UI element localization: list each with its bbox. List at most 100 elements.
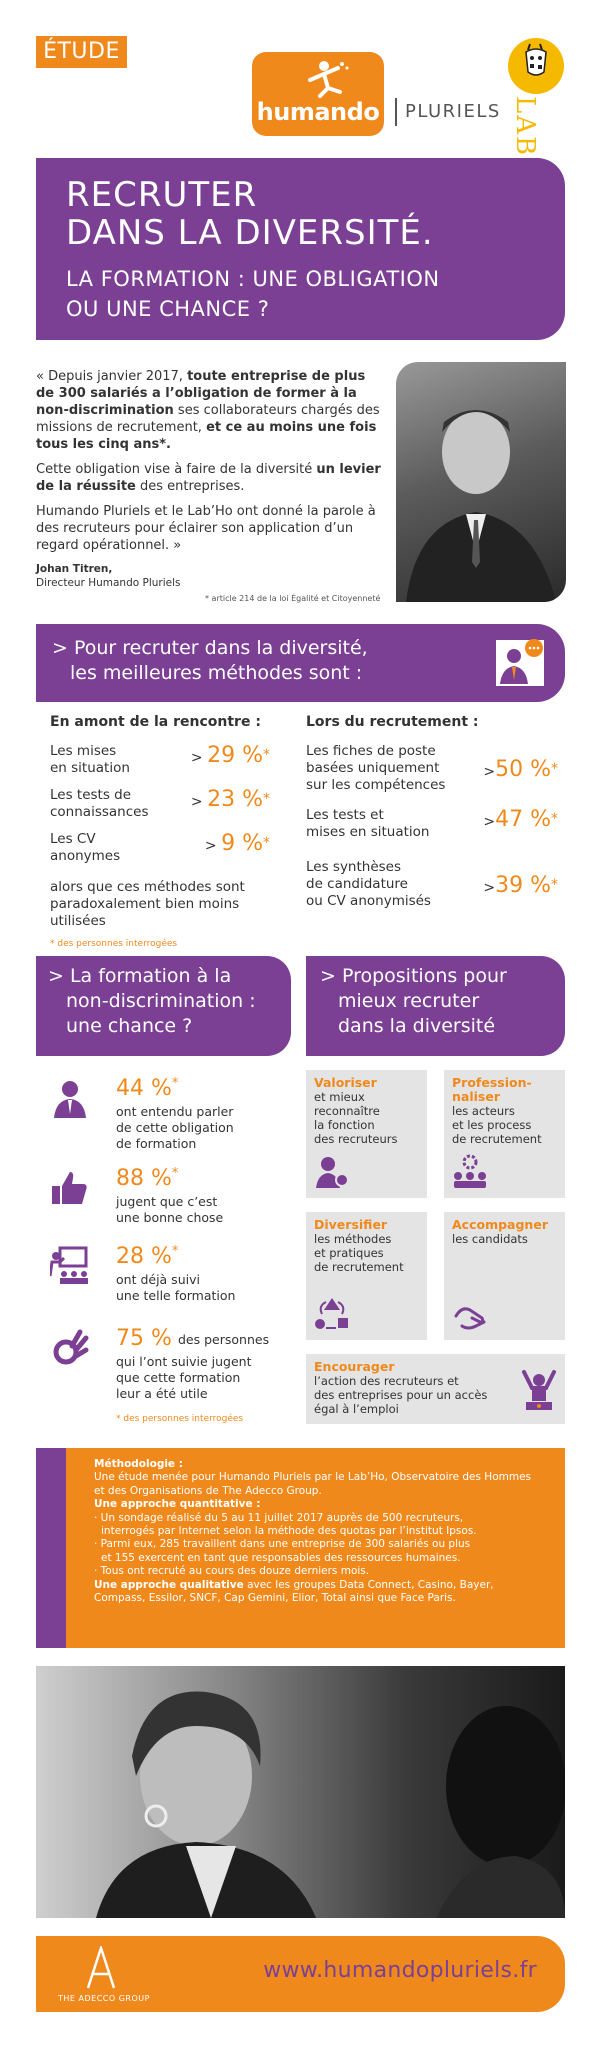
proposal-heading: naliser bbox=[452, 1089, 500, 1104]
training-class-icon bbox=[50, 1246, 88, 1284]
stat-line: de formation bbox=[116, 1136, 197, 1151]
humando-logo[interactable]: humando bbox=[252, 52, 384, 136]
method-row: Les fiches de poste basées uniquement sur … bbox=[306, 743, 558, 807]
subtitle-line-1: LA FORMATION : UNE OBLIGATION bbox=[66, 267, 440, 291]
methods-title-line-2: les meilleures méthodes sont : bbox=[70, 662, 363, 684]
hero-banner: RECRUTER DANS LA DIVERSITÉ. LA FORMATION… bbox=[36, 158, 565, 340]
methodology-subtitle: Une approche qualitative bbox=[94, 1578, 244, 1591]
proposal-line: de recrutement bbox=[314, 1260, 404, 1274]
method-label: Les mises bbox=[50, 743, 117, 759]
method-value-star: * bbox=[263, 791, 270, 807]
method-value-number: 39 % bbox=[495, 873, 551, 898]
formation-banner: > La formation à la non-discrimination :… bbox=[36, 956, 291, 1056]
proposal-heading: Accompagner bbox=[452, 1217, 548, 1232]
stat-line: que cette formation bbox=[116, 1370, 241, 1385]
stat-text: jugent que c’est une bonne chose bbox=[116, 1194, 286, 1226]
website-link[interactable]: www.humandopluriels.fr bbox=[263, 1958, 537, 1983]
method-value-number: 29 % bbox=[207, 743, 263, 768]
ok-hand-icon bbox=[53, 1329, 89, 1365]
method-value-star: * bbox=[551, 877, 558, 893]
director-quote: « Depuis janvier 2017, toute entreprise … bbox=[36, 368, 384, 590]
quote-text: des entreprises. bbox=[135, 479, 245, 494]
proposal-line: de recrutement bbox=[452, 1132, 542, 1146]
director-portrait bbox=[396, 362, 566, 602]
proposal-card-valoriser: Valoriser et mieux reconnaître la fonction… bbox=[306, 1070, 427, 1198]
humando-wordmark: humando bbox=[256, 98, 380, 126]
quote-emphasis: et ce au moins une fois tous les cinq an… bbox=[36, 420, 377, 452]
formation-title-line-3: une chance ? bbox=[66, 1015, 193, 1037]
during-recruitment-heading: Lors du recrutement : bbox=[306, 714, 479, 730]
quote-author: Johan Titren, bbox=[36, 563, 113, 575]
women-smiling-photo bbox=[36, 1666, 565, 1918]
method-row: Les mises en situation > 29 %* bbox=[50, 743, 270, 787]
methodology-line: avec les groupes Data Connect, Casino, B… bbox=[243, 1578, 494, 1591]
etude-tag: ÉTUDE bbox=[36, 36, 127, 68]
method-value-number: 9 % bbox=[221, 831, 263, 856]
methodology-line: · Un sondage réalisé du 5 au 11 juillet … bbox=[94, 1511, 464, 1524]
methodology-line: Compass, Essilor, SNCF, Cap Gemini, Elio… bbox=[94, 1592, 456, 1605]
stat-value-number: 28 % bbox=[116, 1244, 172, 1269]
proposal-card-diversifier: Diversifier les méthodes et pratiques de r… bbox=[306, 1212, 427, 1340]
man-portrait-icon bbox=[406, 410, 556, 602]
proposal-card-accompagner: Accompagner les candidats bbox=[444, 1212, 565, 1340]
cheering-person-icon bbox=[522, 1370, 556, 1410]
proposal-line: la fonction bbox=[314, 1118, 375, 1132]
stat-text: ont entendu parler de cette obligation de … bbox=[116, 1104, 286, 1152]
quote-emphasis: un levier de la réussite bbox=[36, 462, 381, 494]
proposal-line: les acteurs bbox=[452, 1104, 515, 1118]
footer-banner: THE ADECCO GROUP www.humandopluriels.fr bbox=[36, 1936, 565, 2012]
method-label: connaissances bbox=[50, 804, 149, 820]
methodology-subtitle: Une approche quantitative : bbox=[94, 1498, 261, 1511]
method-label: sur les compétences bbox=[306, 777, 446, 793]
page-subtitle: LA FORMATION : UNE OBLIGATION OU UNE CHA… bbox=[66, 264, 440, 324]
methodology-line: Une étude menée pour Humando Pluriels pa… bbox=[94, 1471, 532, 1484]
stat-value-number: 88 % bbox=[116, 1166, 172, 1191]
shapes-cycle-icon bbox=[315, 1298, 348, 1329]
method-value-star: * bbox=[551, 811, 558, 827]
method-row: Les tests et mises en situation >47 %* bbox=[306, 807, 558, 859]
quote-text: ses collaborateurs chargés des missions … bbox=[36, 403, 380, 435]
methodology-line: et 155 exercent en tant que responsables… bbox=[101, 1551, 461, 1564]
method-row: Les CV anonymes > 9 %* bbox=[50, 831, 270, 875]
proposal-line: des entreprises pour un accès bbox=[314, 1388, 488, 1402]
method-label: Les tests et bbox=[306, 807, 384, 823]
during-recruitment-column: Lors du recrutement : Les fiches de post… bbox=[306, 714, 558, 919]
recruiter-speech-icon bbox=[496, 639, 544, 686]
giraffe-icon bbox=[525, 43, 547, 76]
helping-hands-icon bbox=[454, 1307, 486, 1330]
methodology-accent-bar bbox=[36, 1448, 66, 1648]
method-label: ou CV anonymisés bbox=[306, 893, 431, 909]
proposals-title-line-2: mieux recruter bbox=[338, 990, 480, 1012]
stat-value-number: 44 % bbox=[116, 1076, 172, 1101]
method-row: Les tests de connaissances > 23 %* bbox=[50, 787, 270, 831]
method-value: >47 %* bbox=[483, 807, 558, 832]
stat-line: de cette obligation bbox=[116, 1120, 234, 1135]
subtitle-line-2: OU UNE CHANCE ? bbox=[66, 297, 270, 321]
method-row: Les synthèses de candidature ou CV anonymi… bbox=[306, 859, 558, 919]
stat-heard-of-obligation: 44 %* ont entendu parler de cette obligat… bbox=[36, 1076, 286, 1166]
method-value-number: 23 % bbox=[207, 787, 263, 812]
proposal-line: et les process bbox=[452, 1118, 532, 1132]
proposal-heading: Diversifier bbox=[314, 1217, 388, 1232]
methodology-line: interrogés par Internet selon la méthode… bbox=[101, 1525, 477, 1538]
proposals-title-line-3: dans la diversité bbox=[338, 1015, 496, 1037]
quote-text: Cette obligation vise à faire de la dive… bbox=[36, 462, 317, 477]
method-value-number: 47 % bbox=[495, 807, 551, 832]
proposal-heading: Profession- bbox=[452, 1075, 532, 1090]
methods-title-line-1: > Pour recruter dans la diversité, bbox=[52, 637, 368, 659]
stat-good-thing: 88 %* jugent que c’est une bonne chose bbox=[36, 1166, 286, 1256]
method-value: >39 %* bbox=[483, 873, 558, 898]
stat-text: qui l’ont suivie jugent que cette formati… bbox=[116, 1354, 286, 1402]
proposal-line: les méthodes bbox=[314, 1232, 392, 1246]
methodology-box: Méthodologie : Une étude menée pour Huma… bbox=[36, 1448, 565, 1648]
method-label: Les tests de bbox=[50, 787, 132, 803]
method-label: anonymes bbox=[50, 848, 121, 864]
quote-text: Humando Pluriels et le Lab’Ho ont donné … bbox=[36, 504, 376, 553]
stat-line: des personnes bbox=[178, 1332, 270, 1347]
methods-title: > Pour recruter dans la diversité, les m… bbox=[52, 636, 368, 686]
proposal-line: des recruteurs bbox=[314, 1132, 398, 1146]
method-value: >50 %* bbox=[483, 757, 558, 782]
stat-line: leur a été utile bbox=[116, 1386, 208, 1401]
proposal-line: l’action des recruteurs et bbox=[314, 1374, 459, 1388]
methods-banner: > Pour recruter dans la diversité, les m… bbox=[36, 624, 565, 702]
